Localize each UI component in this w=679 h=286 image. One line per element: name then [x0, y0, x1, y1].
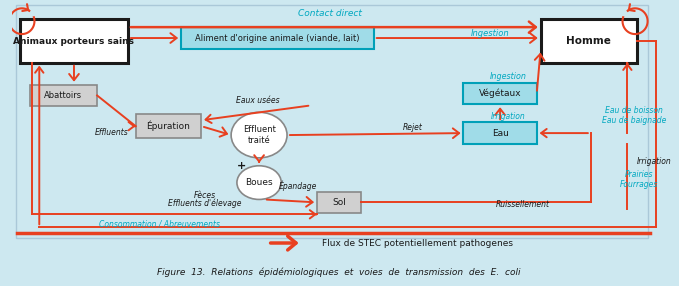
Text: Abattoirs: Abattoirs — [44, 91, 82, 100]
Text: Végétaux: Végétaux — [479, 89, 521, 98]
Bar — [464, 122, 536, 144]
Text: Eaux usées: Eaux usées — [236, 96, 280, 105]
Text: Effluents d'élevage: Effluents d'élevage — [168, 199, 242, 208]
Text: Effluent
traité: Effluent traité — [242, 125, 276, 145]
Bar — [181, 27, 374, 49]
Bar — [136, 114, 201, 138]
Text: Fèces: Fèces — [194, 191, 216, 200]
Bar — [464, 83, 536, 104]
Text: Figure  13.  Relations  épidémiologiques  et  voies  de  transmission  des  E.  : Figure 13. Relations épidémiologiques et… — [158, 268, 521, 277]
Bar — [317, 192, 361, 213]
Bar — [20, 19, 128, 63]
Bar — [16, 5, 648, 238]
Text: Aliment d'origine animale (viande, lait): Aliment d'origine animale (viande, lait) — [195, 33, 360, 43]
Ellipse shape — [231, 112, 287, 158]
Text: Boues: Boues — [245, 178, 273, 187]
Text: Épandage: Épandage — [278, 180, 317, 191]
Ellipse shape — [237, 166, 281, 199]
Bar — [30, 85, 97, 106]
Text: +: + — [237, 161, 246, 171]
Text: Irrigation: Irrigation — [637, 157, 672, 166]
Bar — [540, 19, 637, 63]
Text: Prairies
Fourrages: Prairies Fourrages — [620, 170, 658, 189]
Text: Contact direct: Contact direct — [299, 9, 363, 18]
Text: Homme: Homme — [566, 36, 611, 46]
Text: Épuration: Épuration — [147, 121, 190, 131]
Text: Ingestion: Ingestion — [490, 72, 526, 81]
Text: Flux de STEC potentiellement pathogenes: Flux de STEC potentiellement pathogenes — [322, 239, 513, 247]
Text: Consommation / Abreuvements: Consommation / Abreuvements — [99, 220, 220, 229]
Text: Sol: Sol — [332, 198, 346, 207]
Text: Irrigation: Irrigation — [490, 112, 525, 121]
Text: Rejet: Rejet — [403, 123, 422, 132]
Text: Effluents: Effluents — [94, 128, 128, 137]
Text: Eau: Eau — [492, 129, 509, 138]
Text: Animaux porteurs sains: Animaux porteurs sains — [14, 37, 134, 45]
Text: Ingestion: Ingestion — [471, 29, 510, 37]
Text: Ruissellement: Ruissellement — [496, 200, 550, 209]
Text: Eau de boisson
Eau de baignade: Eau de boisson Eau de baignade — [602, 106, 666, 125]
